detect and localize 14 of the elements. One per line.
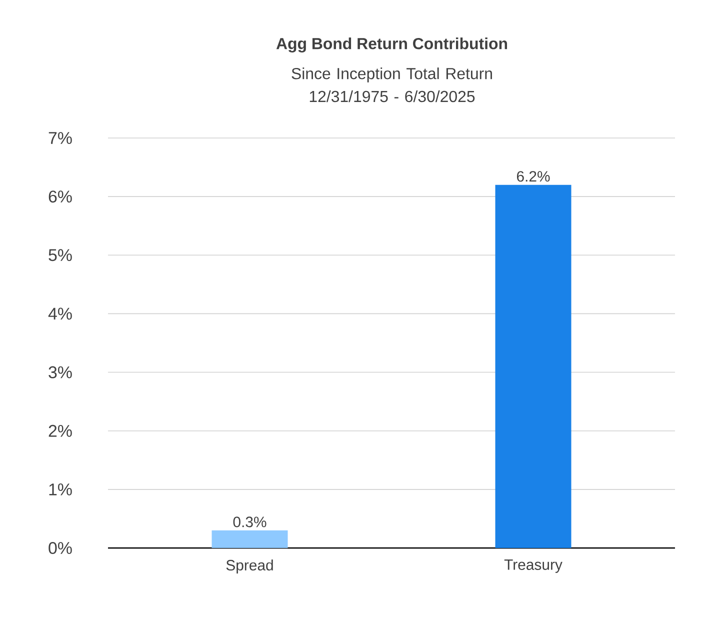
x-tick-label: Treasury (504, 560, 562, 573)
chart-subtitle: Since Inception Total Return 12/31/1975 - 6/30/2025 (292, 68, 492, 102)
y-tick-label: 1% (49, 484, 72, 496)
y-tick-label: 3% (48, 366, 72, 378)
data-label: 0.3% (233, 516, 266, 528)
y-tick-label: 6% (48, 190, 72, 203)
data-label: 6.2% (516, 171, 550, 182)
y-tick-label: 0% (48, 542, 72, 554)
y-tick-label: 4% (48, 308, 72, 320)
y-tick-label: 2% (48, 424, 72, 437)
y-tick-label: 7% (48, 132, 72, 144)
x-tick-label: Spread (226, 560, 273, 574)
chart-title: Agg Bond Return Contribution (276, 38, 508, 52)
y-tick-label: 5% (48, 249, 72, 262)
